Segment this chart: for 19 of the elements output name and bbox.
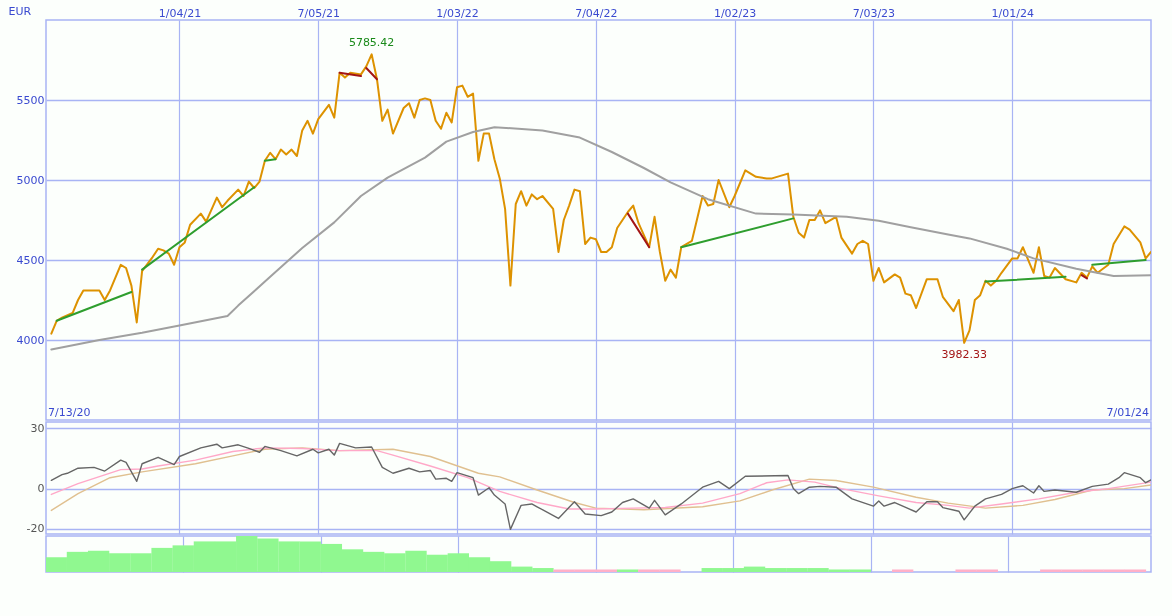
x-tick-label: 1/01/24 (991, 6, 1034, 20)
x-tick-label: 7/04/22 (575, 6, 618, 20)
x-tick-label: 7/03/23 (852, 6, 896, 20)
y-tick-label: 5500 (16, 93, 45, 107)
y-tick-label: 4500 (16, 253, 45, 267)
x-tick-label: 1/03/22 (436, 6, 479, 20)
annotation: 7/01/24 (1106, 406, 1149, 419)
annotation: 3982.33 (941, 347, 987, 361)
annotation: 7/13/20 (48, 406, 91, 419)
y-tick-label: 4000 (16, 333, 45, 347)
x-tick-label: 1/04/21 (158, 6, 202, 20)
x-tick-label: 1/02/23 (713, 6, 757, 20)
y-tick-label: -20 (26, 522, 45, 536)
y-axis-title: EUR (8, 4, 32, 18)
x-tick-label: 7/05/21 (297, 6, 340, 20)
y-tick-label: 5000 (16, 173, 45, 187)
y-tick-label: 0 (37, 482, 45, 496)
annotation: 5785.42 (348, 36, 395, 50)
y-tick-label: 30 (30, 421, 45, 435)
